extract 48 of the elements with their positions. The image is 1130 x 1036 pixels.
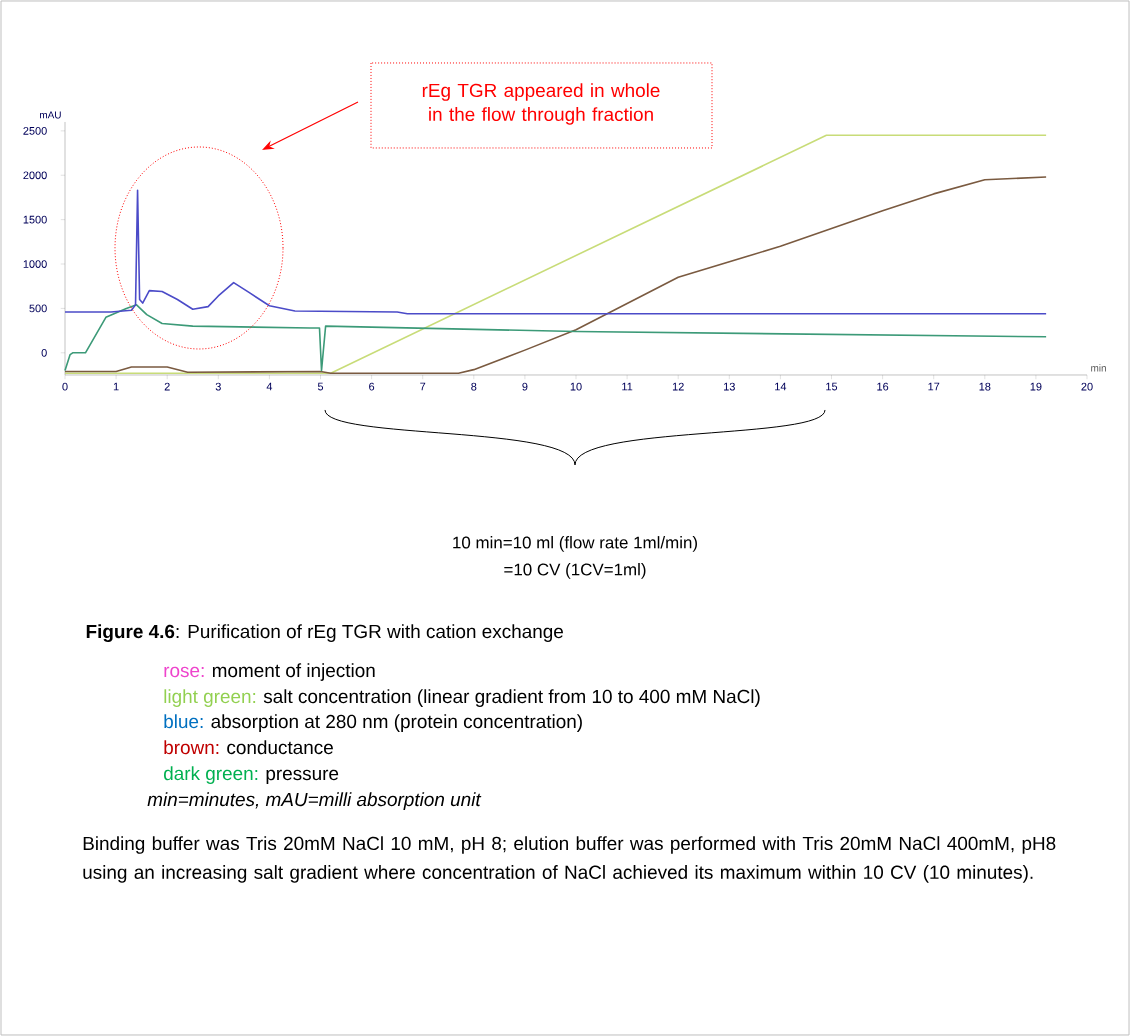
y-axis-title: mAU	[40, 111, 61, 119]
x-tick-label: 10	[570, 382, 582, 391]
y-tick-label: 2000	[23, 171, 47, 180]
x-tick-label: 5	[317, 382, 324, 391]
y-tick-label: 1500	[23, 215, 47, 224]
x-tick-label: 17	[928, 382, 940, 391]
text: conductance	[227, 740, 333, 755]
x-tick-label: 7	[420, 382, 426, 391]
x-tick-label: 11	[622, 382, 633, 391]
x-tick-label: 1	[113, 382, 119, 391]
text: brown:	[164, 740, 219, 755]
text: light green:	[164, 689, 256, 707]
x-tick-label: 14	[775, 382, 787, 391]
x-tick-label: 0	[62, 382, 68, 391]
line-series	[64, 189, 1047, 315]
text: =10 CV (1CV=1ml)	[504, 563, 646, 579]
x-tick-label: 6	[369, 382, 375, 391]
x-tick-label: 19	[1030, 382, 1042, 391]
x-tick-label: 12	[672, 382, 684, 391]
text: min=minutes, mAU=milli absorption unit	[147, 792, 482, 810]
x-tick-label: 8	[471, 382, 477, 391]
x-tick-label: 18	[979, 382, 991, 391]
y-tick-label: 0	[41, 348, 47, 357]
annotation: rEg TGR appeared in whole in the flow through fraction	[422, 83, 660, 125]
text: pressure	[266, 769, 339, 784]
text: dark green:	[164, 766, 258, 784]
x-axis-title: min	[1091, 364, 1106, 372]
x-tick-label: 20	[1081, 382, 1093, 391]
x-tick-label: 2	[164, 382, 170, 391]
text: Figure 4.6: Purification of rEg TGR with cation exchange	[86, 624, 563, 642]
x-tick-label: 9	[522, 382, 528, 391]
text: absorption at 280 nm (protein concentration)	[211, 714, 582, 732]
text: Binding buffer was Tris 20mM NaCl 10 mM, pH 8; elution buffer was performed with Tris 20mM NaCl 400mM, pH8 using an increasing salt gradient where concentration of NaCl achieved its maximum within 10 CV (10 minutes).	[83, 836, 1056, 883]
text: salt concentration (linear gradient from 10 to 400 mM NaCl)	[263, 689, 760, 707]
text: rose:	[164, 666, 204, 678]
text: moment of injection	[212, 663, 375, 681]
x-tick-label: 15	[826, 382, 838, 391]
x-tick-label: 16	[877, 382, 889, 391]
line-series	[64, 304, 1047, 372]
text: blue:	[164, 714, 203, 729]
x-tick-label: 13	[724, 382, 735, 391]
y-tick-label: 500	[29, 304, 47, 313]
y-tick-label: 1000	[23, 260, 47, 268]
x-tick-label: 4	[266, 382, 273, 391]
line-series	[64, 176, 1047, 375]
y-tick-label: 2500	[23, 126, 47, 135]
x-tick-label: 3	[215, 382, 221, 391]
text: 10 min=10 ml (flow rate 1ml/min)	[453, 536, 697, 552]
